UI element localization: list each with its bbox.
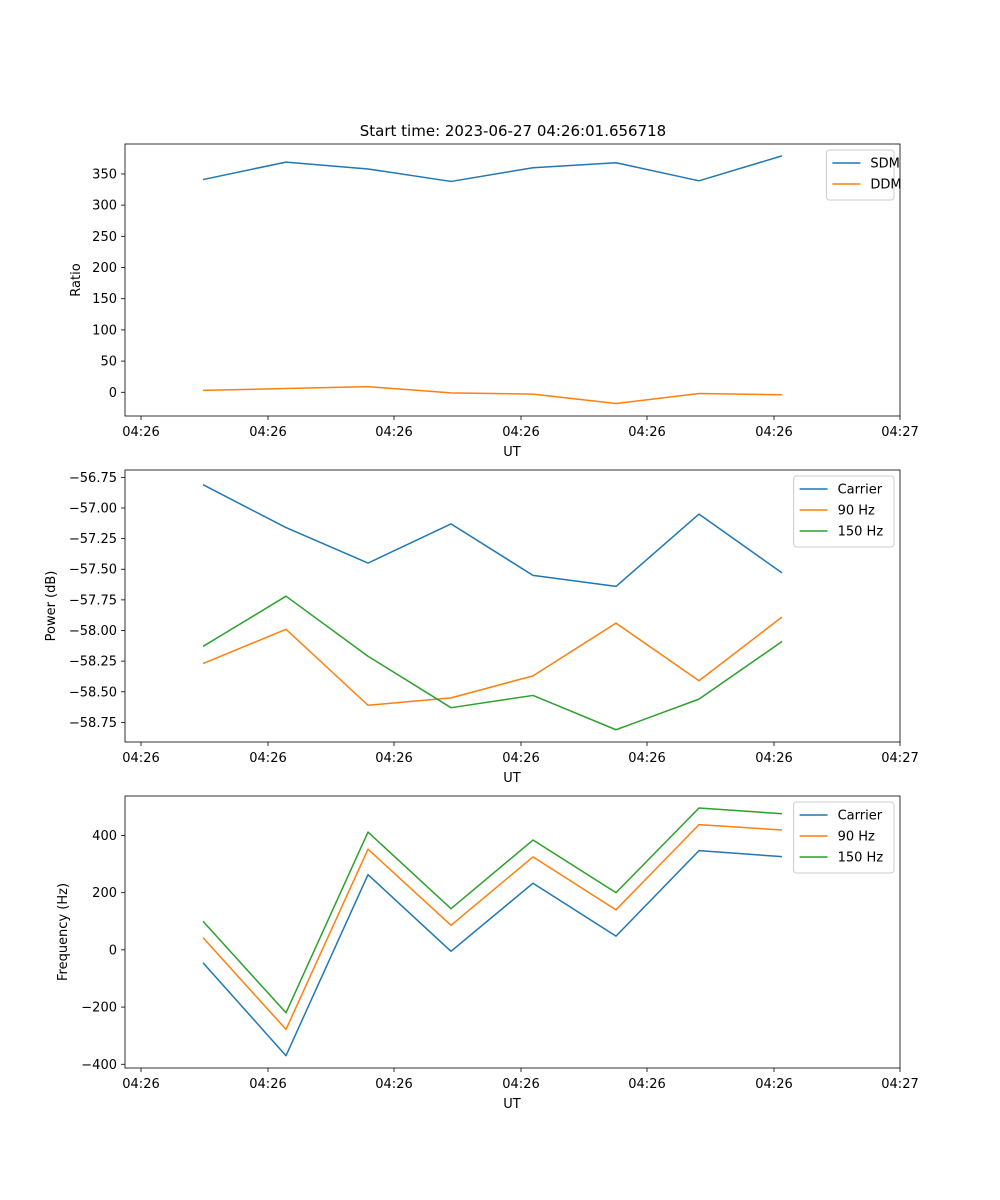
legend-entry: 90 Hz — [838, 504, 875, 519]
x-tick-label: 04:27 — [881, 1077, 918, 1092]
x-axis-label: UT — [503, 445, 521, 460]
legend: SDM DDM — [825, 149, 902, 201]
x-tick-label: 04:26 — [375, 751, 412, 766]
x-axis-label: UT — [503, 1097, 521, 1112]
x-tick-label: 04:26 — [502, 751, 539, 766]
x-tick-label: 04:26 — [628, 751, 665, 766]
legend: Carrier 90 Hz 150 Hz — [793, 801, 895, 874]
y-tick-label: −57.75 — [69, 593, 117, 608]
x-tick-label: 04:26 — [375, 1077, 412, 1092]
legend-box — [793, 801, 895, 874]
y-tick-label: 50 — [100, 355, 117, 370]
x-tick-label: 04:26 — [755, 425, 792, 440]
axes-frame — [124, 795, 901, 1069]
x-tick-label: 04:27 — [881, 425, 918, 440]
series-line-90-hz — [202, 823, 783, 1031]
legend-entry: Carrier — [838, 809, 883, 824]
y-tick-label: 250 — [92, 230, 117, 245]
power-panel: 04:26 04:26 04:26 04:26 04:26 04:26 04:27 −58.7… — [44, 469, 919, 786]
y-tick-label: 300 — [92, 199, 117, 214]
x-tick-label: 04:26 — [249, 425, 286, 440]
series-line-carrier — [202, 484, 783, 588]
y-tick-label: −58.00 — [69, 624, 117, 639]
series-line-carrier — [202, 849, 783, 1057]
series-line-150-hz — [202, 807, 783, 1014]
ratio-panel: Start time: 2023-06-27 04:26:01.656718 0… — [69, 122, 919, 460]
y-tick-label: −200 — [81, 1001, 117, 1016]
legend-entry: DDM — [870, 178, 901, 193]
x-tick-label: 04:26 — [122, 1077, 159, 1092]
x-tick-label: 04:26 — [122, 425, 159, 440]
x-tick-label: 04:26 — [502, 425, 539, 440]
y-tick-label: 100 — [92, 323, 117, 338]
y-tick-label: −57.50 — [69, 563, 117, 578]
y-tick-label: −58.50 — [69, 685, 117, 700]
axes-frame — [124, 143, 901, 417]
y-tick-label: 400 — [92, 829, 117, 844]
y-tick-label: 200 — [92, 261, 117, 276]
power-plot-area: 04:26 04:26 04:26 04:26 04:26 04:26 04:27 −58.7… — [69, 469, 919, 766]
axes-frame — [124, 469, 901, 743]
x-tick-label: 04:27 — [881, 751, 918, 766]
y-axis-label: Ratio — [69, 263, 84, 296]
y-tick-label: −400 — [81, 1058, 117, 1073]
series-lines — [202, 484, 783, 731]
y-tick-label: 200 — [92, 886, 117, 901]
x-tick-label: 04:26 — [628, 1077, 665, 1092]
y-tick-label: 0 — [109, 386, 117, 401]
legend-entry: 150 Hz — [838, 525, 884, 540]
legend-entry: Carrier — [838, 483, 883, 498]
legend-box — [793, 475, 895, 548]
x-axis-label: UT — [503, 771, 521, 786]
series-lines — [202, 155, 783, 405]
x-tick-label: 04:26 — [755, 1077, 792, 1092]
y-tick-label: −57.25 — [69, 532, 117, 547]
frequency-plot-area: 04:26 04:26 04:26 04:26 04:26 04:26 04:27 −400 −… — [81, 795, 919, 1092]
x-tick-label: 04:26 — [628, 425, 665, 440]
y-axis-label: Power (dB) — [44, 571, 59, 642]
y-tick-label: −58.25 — [69, 655, 117, 670]
ratio-plot-area: 04:26 04:26 04:26 04:26 04:26 04:26 04:27 0 50 10… — [92, 143, 919, 440]
x-tick-label: 04:26 — [249, 1077, 286, 1092]
legend-entry: 90 Hz — [838, 830, 875, 845]
legend-entry: 150 Hz — [838, 851, 884, 866]
x-tick-label: 04:26 — [502, 1077, 539, 1092]
series-line-150-hz — [202, 595, 783, 731]
y-tick-label: −58.75 — [69, 716, 117, 731]
y-tick-label: 150 — [92, 292, 117, 307]
series-line-sdm — [202, 155, 783, 183]
y-tick-label: 350 — [92, 167, 117, 182]
frequency-panel: 04:26 04:26 04:26 04:26 04:26 04:26 04:27 −400 −… — [56, 795, 919, 1112]
x-tick-label: 04:26 — [122, 751, 159, 766]
y-axis-label: Frequency (Hz) — [56, 883, 71, 981]
x-tick-label: 04:26 — [375, 425, 412, 440]
y-tick-label: 0 — [109, 943, 117, 958]
y-tick-label: −57.00 — [69, 501, 117, 516]
x-tick-label: 04:26 — [755, 751, 792, 766]
series-line-90-hz — [202, 616, 783, 706]
legend: Carrier 90 Hz 150 Hz — [793, 475, 895, 548]
series-lines — [202, 807, 783, 1057]
y-tick-label: −56.75 — [69, 471, 117, 486]
chart-title: Start time: 2023-06-27 04:26:01.656718 — [360, 122, 666, 140]
x-tick-label: 04:26 — [249, 751, 286, 766]
legend-entry: SDM — [870, 157, 899, 172]
series-line-ddm — [202, 385, 783, 405]
